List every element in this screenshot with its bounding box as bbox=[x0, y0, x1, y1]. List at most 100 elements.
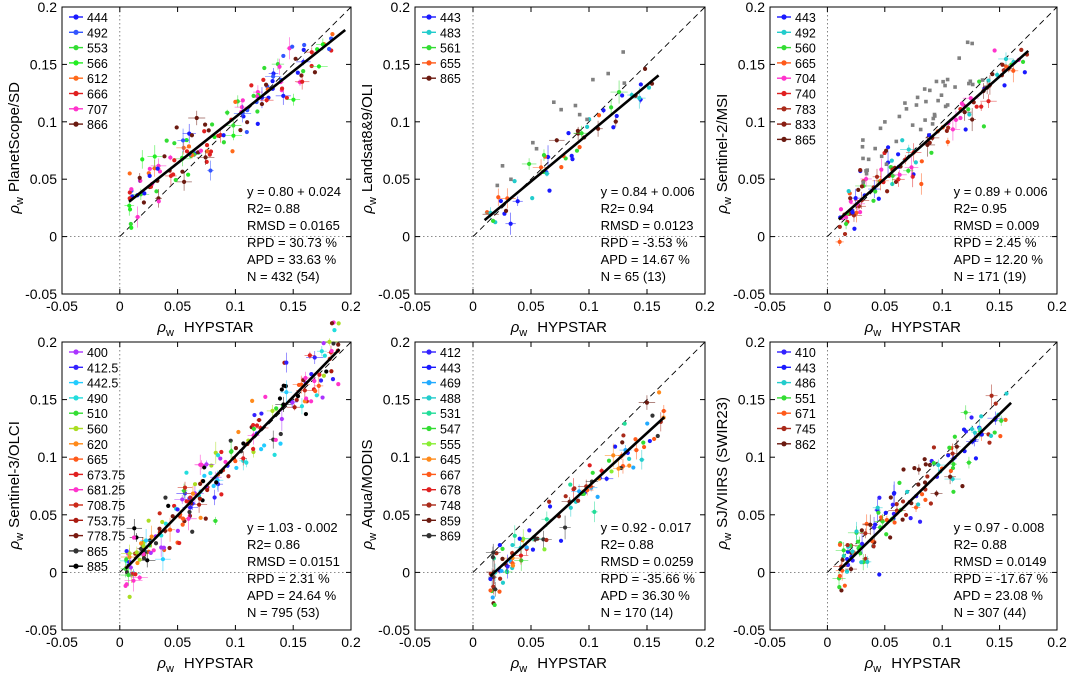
stats-box: y = 0.80 + 0.024 R2= 0.88 RMSD = 0.0165 RPD… bbox=[247, 184, 341, 284]
data-point bbox=[873, 189, 878, 194]
data-point bbox=[1011, 68, 1016, 73]
stat-line: R2= 0.88 bbox=[601, 537, 654, 552]
legend-swatch-marker bbox=[426, 75, 432, 81]
data-point bbox=[212, 495, 217, 500]
data-point bbox=[197, 496, 203, 501]
data-point bbox=[568, 505, 573, 510]
data-point bbox=[947, 474, 953, 479]
data-point bbox=[544, 517, 549, 522]
x-axis-text: HYPSTAR bbox=[184, 655, 254, 672]
data-point bbox=[263, 394, 268, 399]
data-point bbox=[497, 589, 502, 594]
legend-swatch-marker bbox=[73, 29, 79, 35]
data-point bbox=[1003, 64, 1009, 69]
legend-label: 486 bbox=[795, 377, 816, 391]
y-tick-label: 0.15 bbox=[30, 392, 57, 408]
data-point bbox=[974, 104, 979, 109]
legend-label: 488 bbox=[440, 392, 461, 406]
data-point bbox=[510, 563, 516, 568]
regression-line bbox=[489, 416, 666, 578]
data-point bbox=[950, 127, 955, 132]
legend-swatch-marker bbox=[781, 349, 787, 355]
data-point bbox=[852, 226, 857, 231]
data-point bbox=[147, 166, 152, 171]
data-point bbox=[175, 528, 180, 533]
data-point bbox=[912, 465, 917, 471]
data-point-excluded bbox=[980, 78, 985, 82]
legend-label: 443 bbox=[440, 11, 461, 25]
legend-label: 443 bbox=[795, 11, 816, 25]
stat-line: y = 0.84 + 0.006 bbox=[601, 184, 695, 199]
data-point bbox=[316, 383, 321, 388]
data-point bbox=[137, 175, 142, 180]
data-point bbox=[152, 166, 157, 171]
data-point bbox=[180, 516, 186, 521]
data-point bbox=[639, 457, 644, 462]
data-point bbox=[954, 444, 959, 449]
data-point bbox=[900, 499, 906, 504]
data-point bbox=[199, 462, 204, 467]
one-to-one-line bbox=[827, 6, 1058, 237]
y-tick-label: 0.05 bbox=[738, 507, 765, 523]
stat-line: APD = 14.67 % bbox=[601, 252, 691, 267]
data-point bbox=[263, 82, 269, 87]
legend-swatch-marker bbox=[73, 410, 79, 416]
data-point bbox=[572, 486, 577, 491]
data-point bbox=[155, 166, 160, 171]
data-point-excluded bbox=[591, 77, 595, 82]
x-axis-text: HYPSTAR bbox=[891, 655, 961, 672]
data-point bbox=[233, 445, 239, 451]
data-point bbox=[633, 437, 638, 442]
y-tick-label: -0.05 bbox=[378, 286, 410, 302]
data-point bbox=[508, 221, 513, 226]
legend-swatch-marker bbox=[426, 364, 432, 370]
data-point bbox=[255, 121, 260, 126]
data-point bbox=[140, 157, 145, 162]
data-point bbox=[207, 152, 212, 157]
stat-line: RPD = -3.53 % bbox=[601, 235, 689, 250]
legend-label: 869 bbox=[440, 530, 461, 544]
x-tick-label: 0.15 bbox=[633, 298, 660, 314]
data-point bbox=[1004, 391, 1009, 396]
data-point bbox=[124, 582, 129, 587]
data-point bbox=[272, 452, 277, 457]
legend-swatch-marker bbox=[426, 487, 432, 493]
stat-line: APD = 23.08 % bbox=[954, 588, 1044, 603]
data-point bbox=[162, 154, 167, 159]
data-point bbox=[223, 459, 228, 465]
data-point bbox=[1020, 59, 1026, 64]
legend-label: 707 bbox=[87, 103, 108, 117]
scatter-panel-6: -0.05 0 0.05 0.1 0.15 0.2 -0.05 0 0.05 0.1 0.15 0.2… bbox=[714, 334, 1067, 675]
data-point bbox=[916, 482, 921, 487]
data-point bbox=[883, 510, 888, 516]
data-point bbox=[850, 549, 855, 554]
stat-line: y = 1.03 - 0.002 bbox=[247, 520, 338, 535]
data-point bbox=[604, 476, 609, 481]
y-tick-label: 0.15 bbox=[738, 392, 765, 408]
data-point bbox=[491, 550, 496, 555]
data-point bbox=[859, 184, 865, 189]
data-point bbox=[888, 495, 893, 500]
y-tick-label: 0.1 bbox=[746, 114, 766, 130]
data-point bbox=[202, 473, 207, 478]
data-point bbox=[329, 369, 334, 374]
data-point bbox=[154, 189, 159, 194]
data-point bbox=[963, 127, 968, 132]
data-point bbox=[157, 169, 163, 174]
data-point bbox=[187, 509, 192, 515]
data-point bbox=[221, 140, 226, 145]
data-point bbox=[854, 529, 859, 534]
data-point bbox=[946, 125, 951, 130]
data-point bbox=[484, 210, 490, 215]
stats-box: y = 0.92 - 0.017 R2= 0.88 RMSD = 0.0259 RPD… bbox=[601, 520, 696, 620]
data-point bbox=[202, 465, 207, 470]
legend-label: 560 bbox=[795, 42, 816, 56]
data-point bbox=[877, 572, 882, 577]
data-point bbox=[245, 120, 250, 125]
x-tick-label: 0.15 bbox=[633, 634, 660, 650]
data-point-excluded bbox=[967, 81, 971, 86]
data-point bbox=[917, 519, 923, 524]
data-point bbox=[864, 176, 869, 182]
data-point bbox=[324, 369, 329, 374]
data-point bbox=[948, 468, 953, 474]
